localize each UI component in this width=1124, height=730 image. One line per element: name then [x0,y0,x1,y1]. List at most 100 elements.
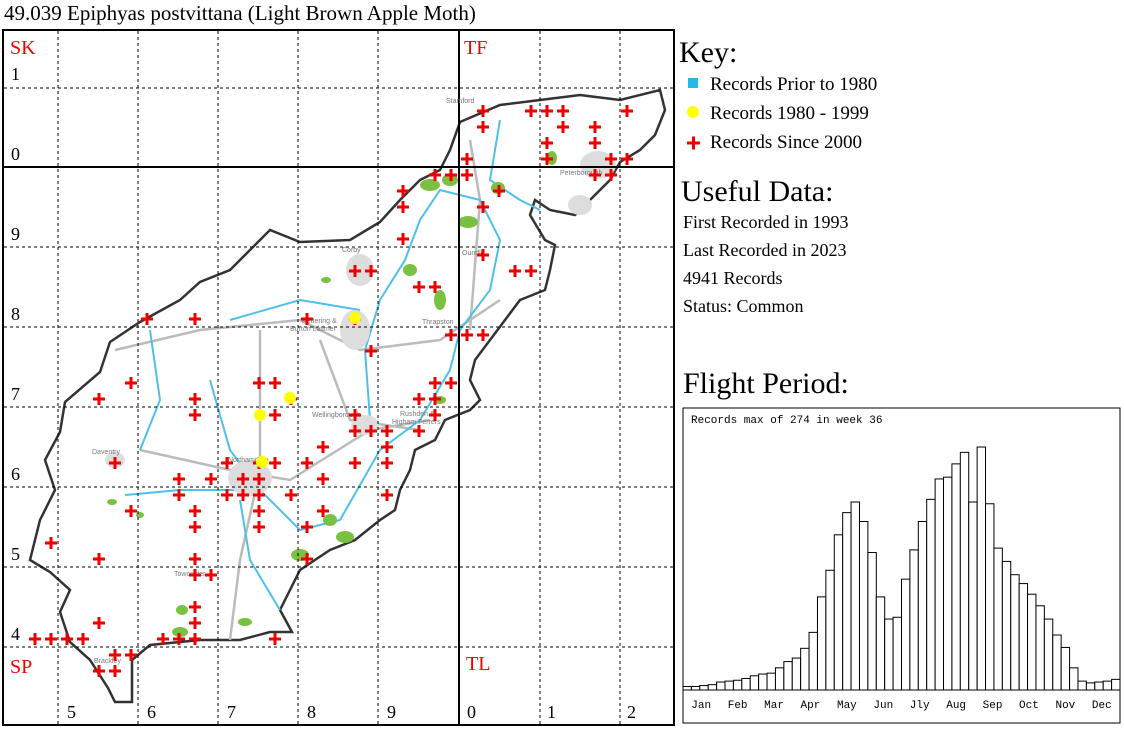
place-name: Burton Latimer [290,326,337,333]
place-name: Wellingborough [312,412,361,419]
grid-square-label: TF [464,37,487,59]
bar [766,672,776,691]
record-since-2000 [477,105,489,117]
place-name: Thrapston [422,319,454,326]
x-tick-label: Jly [910,700,930,712]
record-since-2000 [93,553,105,565]
record-since-2000 [477,329,489,341]
record-since-2000 [301,457,313,469]
record-since-2000 [397,201,409,213]
place-name: Brackley [94,658,121,665]
record-since-2000 [365,425,377,437]
record-since-2000 [189,601,201,613]
bar [825,569,835,691]
record-since-2000 [109,649,121,661]
record-since-2000 [125,649,137,661]
record-since-2000 [189,505,201,517]
record-since-2000 [173,489,185,501]
record-since-2000 [589,121,601,133]
record-since-2000 [253,489,265,501]
bar [741,677,751,691]
bar [1077,680,1087,691]
record-since-2000 [477,249,489,261]
x-tick-label: Dec [1092,700,1112,712]
bar [1102,680,1113,691]
record-since-2000 [109,665,121,677]
record-since-2000 [477,121,489,133]
place-name: Stamford [446,98,475,105]
record-since-2000 [589,169,601,181]
bar [724,680,734,691]
bar [867,552,877,691]
x-tick-label: Oct [1019,700,1039,712]
record-since-2000 [189,569,201,581]
record-since-2000 [29,633,41,645]
grid-row-label: 1 [11,64,20,84]
bar [926,498,936,691]
bar [1094,681,1104,691]
bar [800,647,810,691]
bar [783,661,793,691]
grid-col-label: 7 [227,702,236,722]
record-since-2000 [349,425,361,437]
record-since-2000 [253,377,265,389]
useful-data-line: 4941 Records [683,268,782,288]
grid-square-label: TL [466,653,490,675]
record-since-2000 [301,313,313,325]
record-since-2000 [45,537,57,549]
record-since-2000 [253,521,265,533]
record-since-2000 [285,489,297,501]
bar [892,616,902,691]
record-since-2000 [589,137,601,149]
record-since-2000 [189,409,201,421]
record-since-2000 [429,169,441,181]
bar [993,547,1003,691]
bar [682,685,692,691]
record-since-2000 [381,457,393,469]
x-tick-label: Jun [873,700,893,712]
bar [808,631,818,691]
bar [875,596,886,691]
bar [1018,583,1029,691]
record-since-2000 [141,313,153,325]
record-since-2000 [541,153,553,165]
key-title: Key: [679,36,737,69]
grid-row-label: 5 [11,544,20,564]
record-since-2000 [557,121,569,133]
bar [699,685,709,691]
bar [1001,560,1012,691]
record-since-2000 [477,201,489,213]
record-since-2000 [205,473,217,485]
grid-row-label: 9 [11,224,20,244]
x-tick-label: May [837,700,857,712]
record-since-2000 [269,633,281,645]
bar [901,578,911,691]
x-tick-label: Sep [983,700,1003,712]
chart-title: Flight Period: [683,367,849,400]
record-since-2000 [413,393,425,405]
record-since-2000 [557,105,569,117]
useful-data-title: Useful Data: [681,175,833,208]
bar [1060,646,1071,691]
record-since-2000 [189,521,201,533]
record-since-2000 [237,473,249,485]
record-since-2000 [109,457,121,469]
key-item: Records Prior to 1980 [710,74,877,95]
grid-col-label: 1 [547,702,556,722]
record-since-2000 [621,105,633,117]
record-since-2000 [125,505,137,517]
record-since-2000 [189,633,201,645]
bar [985,503,995,691]
bar [909,549,919,691]
place-name: Oundle [462,250,485,257]
bar [791,657,802,691]
place-name: Corby [342,247,361,254]
bar [1010,574,1020,691]
place-name: Northampton [228,457,269,464]
record-since-2000 [221,489,233,501]
record-since-2000 [253,505,265,517]
key-symbol-1980-1999 [687,106,699,118]
record-since-2000 [429,377,441,389]
